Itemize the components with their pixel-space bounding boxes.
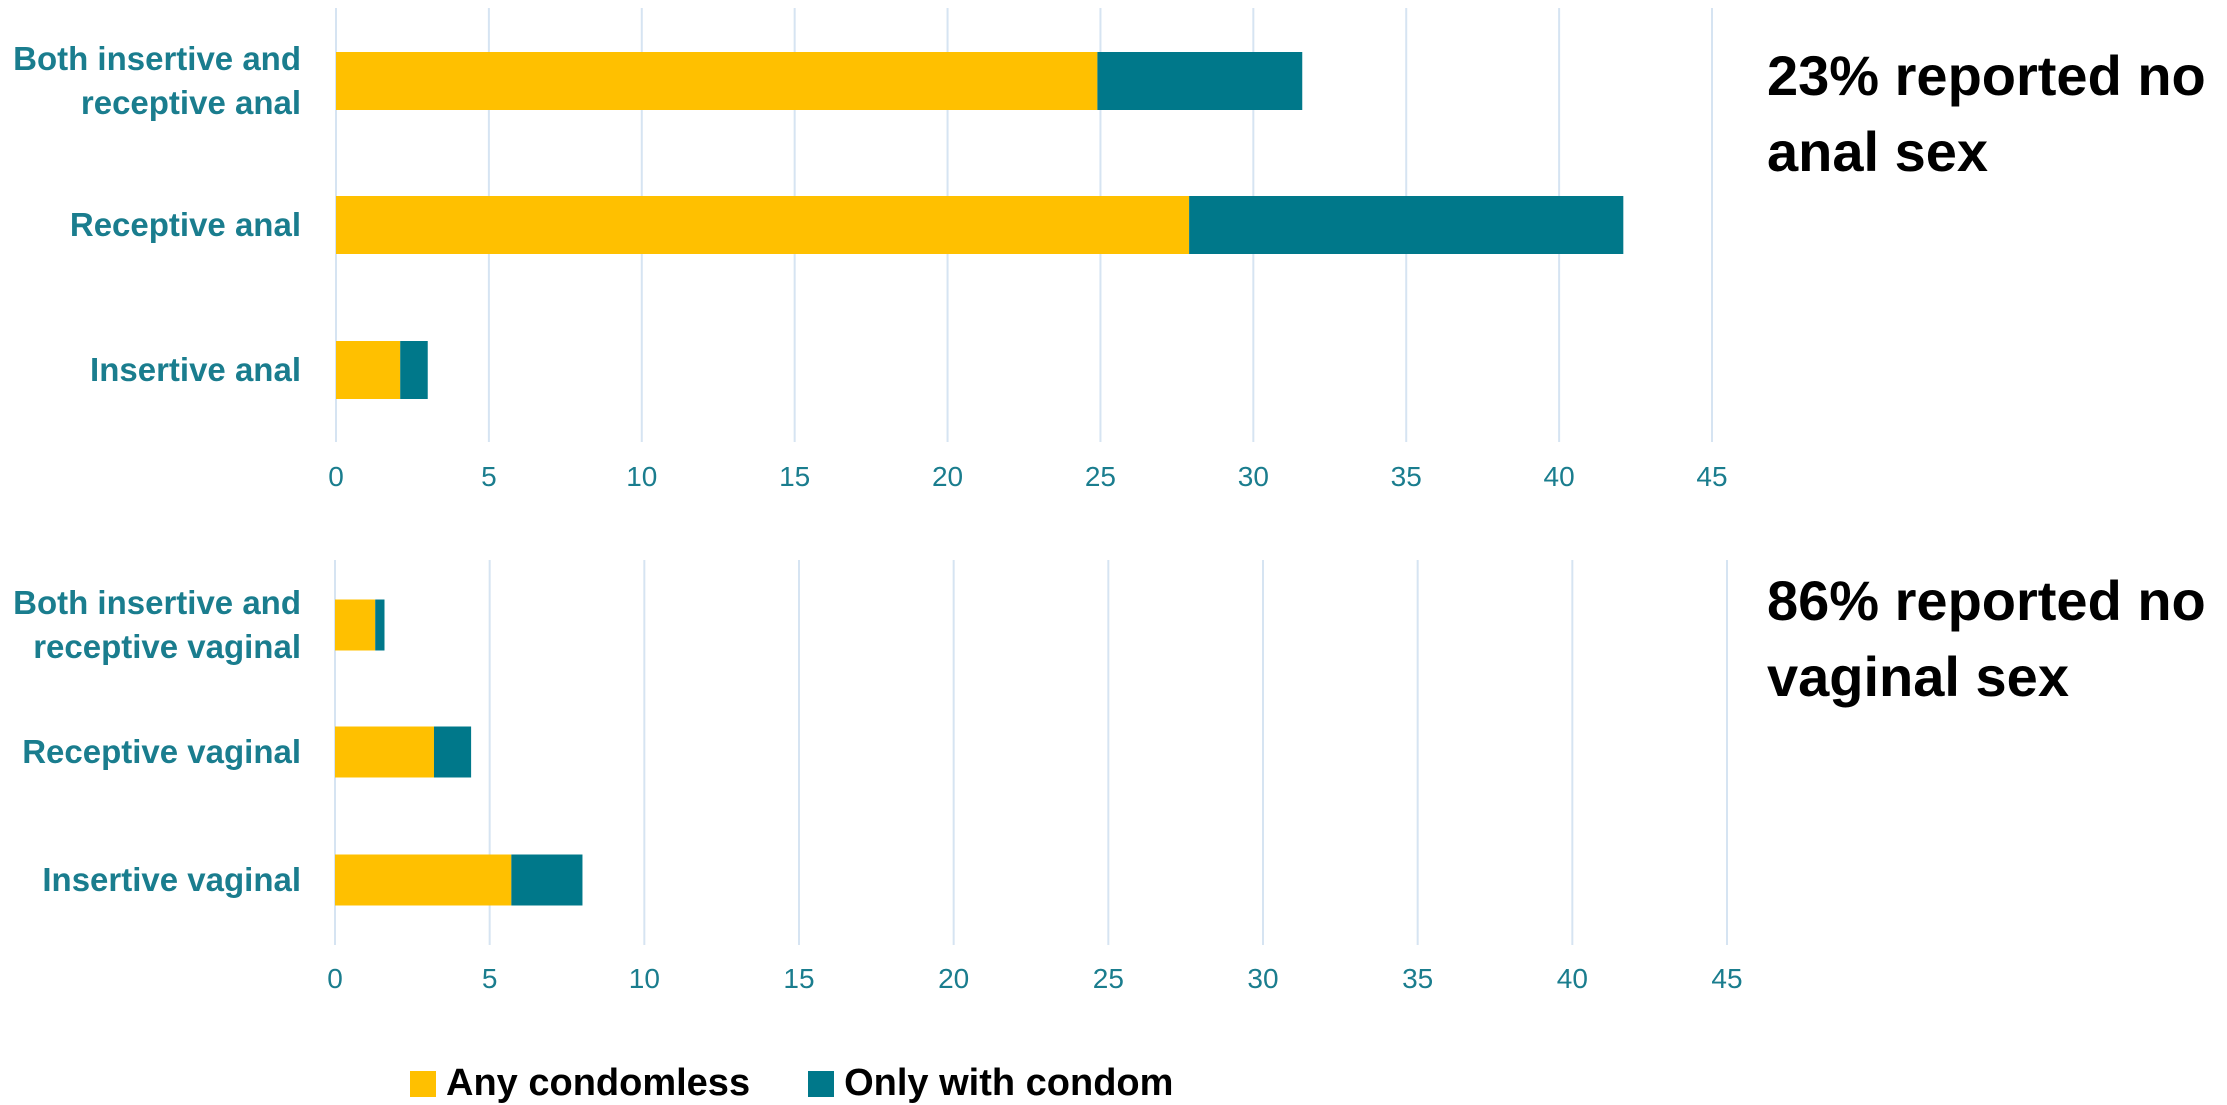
bar-segment-any-condomless <box>335 854 512 906</box>
anal-note-line2: anal sex <box>1767 120 1989 183</box>
x-tick-label: 25 <box>1085 461 1116 492</box>
x-tick-label: 35 <box>1402 963 1433 994</box>
bar-segment-only-with-condom <box>433 726 472 778</box>
bar-segment-only-with-condom <box>375 599 385 651</box>
bar-segment-any-condomless <box>336 196 1190 254</box>
x-tick-label: 20 <box>932 461 963 492</box>
category-label: Insertive anal <box>90 351 301 388</box>
x-tick-label: 5 <box>482 963 498 994</box>
category-label: Receptive anal <box>70 206 301 243</box>
bar-segment-only-with-condom <box>1097 52 1303 110</box>
legend-item-any-condomless: Any condomless <box>410 1062 750 1105</box>
x-tick-label: 35 <box>1391 461 1422 492</box>
x-tick-label: 0 <box>328 461 344 492</box>
x-tick-label: 0 <box>327 963 343 994</box>
legend-item-only-with-condom: Only with condom <box>808 1062 1173 1105</box>
vaginal-note-line2: vaginal sex <box>1767 645 2069 708</box>
category-label: Both insertive and receptive anal <box>13 40 301 121</box>
x-tick-label: 45 <box>1696 461 1727 492</box>
legend-label-only-with-condom: Only with condom <box>844 1062 1174 1104</box>
legend-swatch-only-with-condom <box>808 1070 835 1097</box>
bar-segment-only-with-condom <box>400 341 428 399</box>
x-tick-label: 20 <box>938 963 969 994</box>
vaginal-note: 86% reported no vaginal sex <box>1767 563 2206 715</box>
bar-segment-only-with-condom <box>511 854 583 906</box>
category-label: Receptive vaginal <box>22 733 301 770</box>
category-label: Insertive vaginal <box>42 861 301 898</box>
x-tick-label: 5 <box>481 461 497 492</box>
bar-segment-any-condomless <box>336 52 1098 110</box>
x-tick-label: 15 <box>783 963 814 994</box>
bar-segment-only-with-condom <box>1189 196 1624 254</box>
category-label: Both insertive and receptive vaginal <box>13 584 301 665</box>
x-tick-label: 45 <box>1711 963 1742 994</box>
legend-swatch-any-condomless <box>410 1070 436 1097</box>
chart-panel-1: 0 5 10 15 20 25 30 35 40 45 Both insertive and rece… <box>13 8 1728 492</box>
anal-note: 23% reported no anal sex <box>1767 38 2206 190</box>
x-tick-label: 10 <box>629 963 660 994</box>
chart-panel-2: 0 5 10 15 20 25 30 35 40 45 Both insertive and rece… <box>13 560 1743 994</box>
x-tick-label: 10 <box>626 461 657 492</box>
x-tick-label: 30 <box>1247 963 1278 994</box>
vaginal-note-line1: 86% reported no <box>1767 569 2206 632</box>
anal-note-line1: 23% reported no <box>1767 44 2206 107</box>
legend-label-any-condomless: Any condomless <box>446 1062 751 1104</box>
x-tick-label: 40 <box>1544 461 1575 492</box>
x-tick-label: 30 <box>1238 461 1269 492</box>
bar-segment-any-condomless <box>335 726 434 778</box>
bar-segment-any-condomless <box>335 599 376 651</box>
x-tick-label: 15 <box>779 461 810 492</box>
legend: Any condomless Only with condom <box>410 1062 1231 1105</box>
x-tick-label: 40 <box>1557 963 1588 994</box>
bar-segment-any-condomless <box>336 341 401 399</box>
x-tick-label: 25 <box>1093 963 1124 994</box>
